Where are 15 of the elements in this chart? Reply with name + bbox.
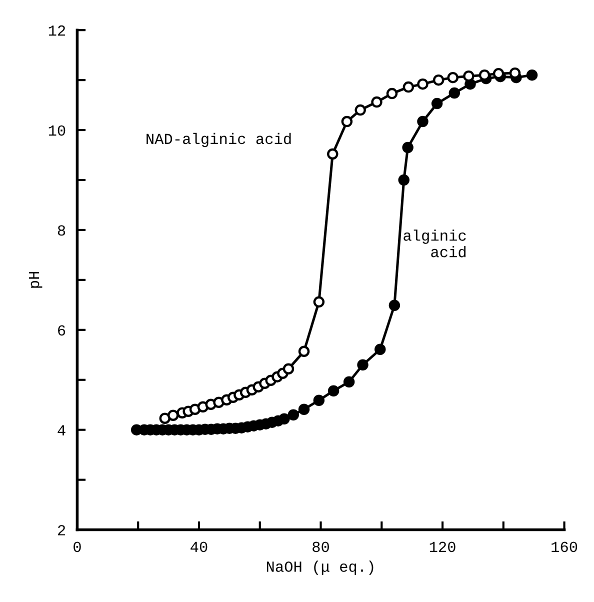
x-tick-label: 120	[430, 542, 456, 552]
x-tick-label: 0	[74, 542, 81, 552]
y-tick-label: 2	[58, 525, 66, 536]
text: NAD-alginic acid	[146, 132, 291, 148]
x-tick-label: 40	[190, 542, 208, 552]
y-tick-label: 4	[58, 425, 66, 436]
y-tick-label: 8	[58, 225, 66, 236]
x-tick-label: 160	[552, 542, 578, 552]
series-label: alginic acid	[404, 230, 466, 258]
y-axis-title: pH	[28, 272, 42, 288]
y-tick-label: 6	[58, 325, 66, 336]
y-tick-label: 10	[48, 125, 66, 136]
x-tick-label: 80	[312, 542, 329, 552]
x-axis-title: NaOH (μ eq.)	[266, 560, 374, 575]
y-tick-label: 12	[48, 25, 66, 36]
